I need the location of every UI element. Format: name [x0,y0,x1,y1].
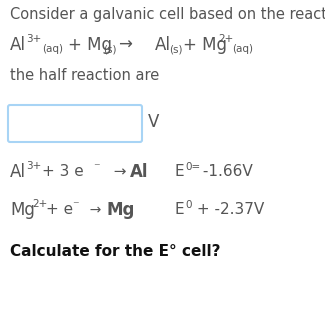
Text: Consider a galvanic cell based on the reaction.: Consider a galvanic cell based on the re… [10,7,325,22]
Text: (s): (s) [103,44,116,54]
Text: (s): (s) [169,44,183,54]
Text: →: → [81,203,101,217]
Text: (aq): (aq) [42,44,63,54]
Text: (aq): (aq) [232,44,253,54]
Text: E: E [175,164,185,179]
Text: 0: 0 [185,200,191,210]
Text: -1.66V: -1.66V [198,164,253,179]
Text: ⁻: ⁻ [93,162,100,174]
Text: Al: Al [130,163,149,181]
Text: the half reaction are: the half reaction are [10,67,159,82]
Text: 0=: 0= [185,162,200,172]
Text: + 3 e: + 3 e [42,164,84,179]
Text: ⁻: ⁻ [72,199,79,212]
Text: 2+: 2+ [32,199,47,209]
Text: Al: Al [10,36,26,54]
Text: + -2.37V: + -2.37V [192,202,264,217]
Text: 3+: 3+ [26,34,41,44]
Text: + e: + e [46,202,73,217]
Text: Mg: Mg [10,201,35,219]
Text: 3+: 3+ [26,161,41,171]
FancyBboxPatch shape [8,105,142,142]
Text: + Mg: + Mg [183,36,227,54]
Text: + Mg: + Mg [68,36,112,54]
Text: →: → [104,164,126,179]
Text: Al: Al [155,36,171,54]
Text: Calculate for the E° cell?: Calculate for the E° cell? [10,245,220,260]
Text: →: → [118,36,132,54]
Text: E: E [175,202,185,217]
Text: 2+: 2+ [218,34,233,44]
Text: Mg: Mg [107,201,136,219]
Text: V: V [148,113,159,131]
Text: Al: Al [10,163,26,181]
